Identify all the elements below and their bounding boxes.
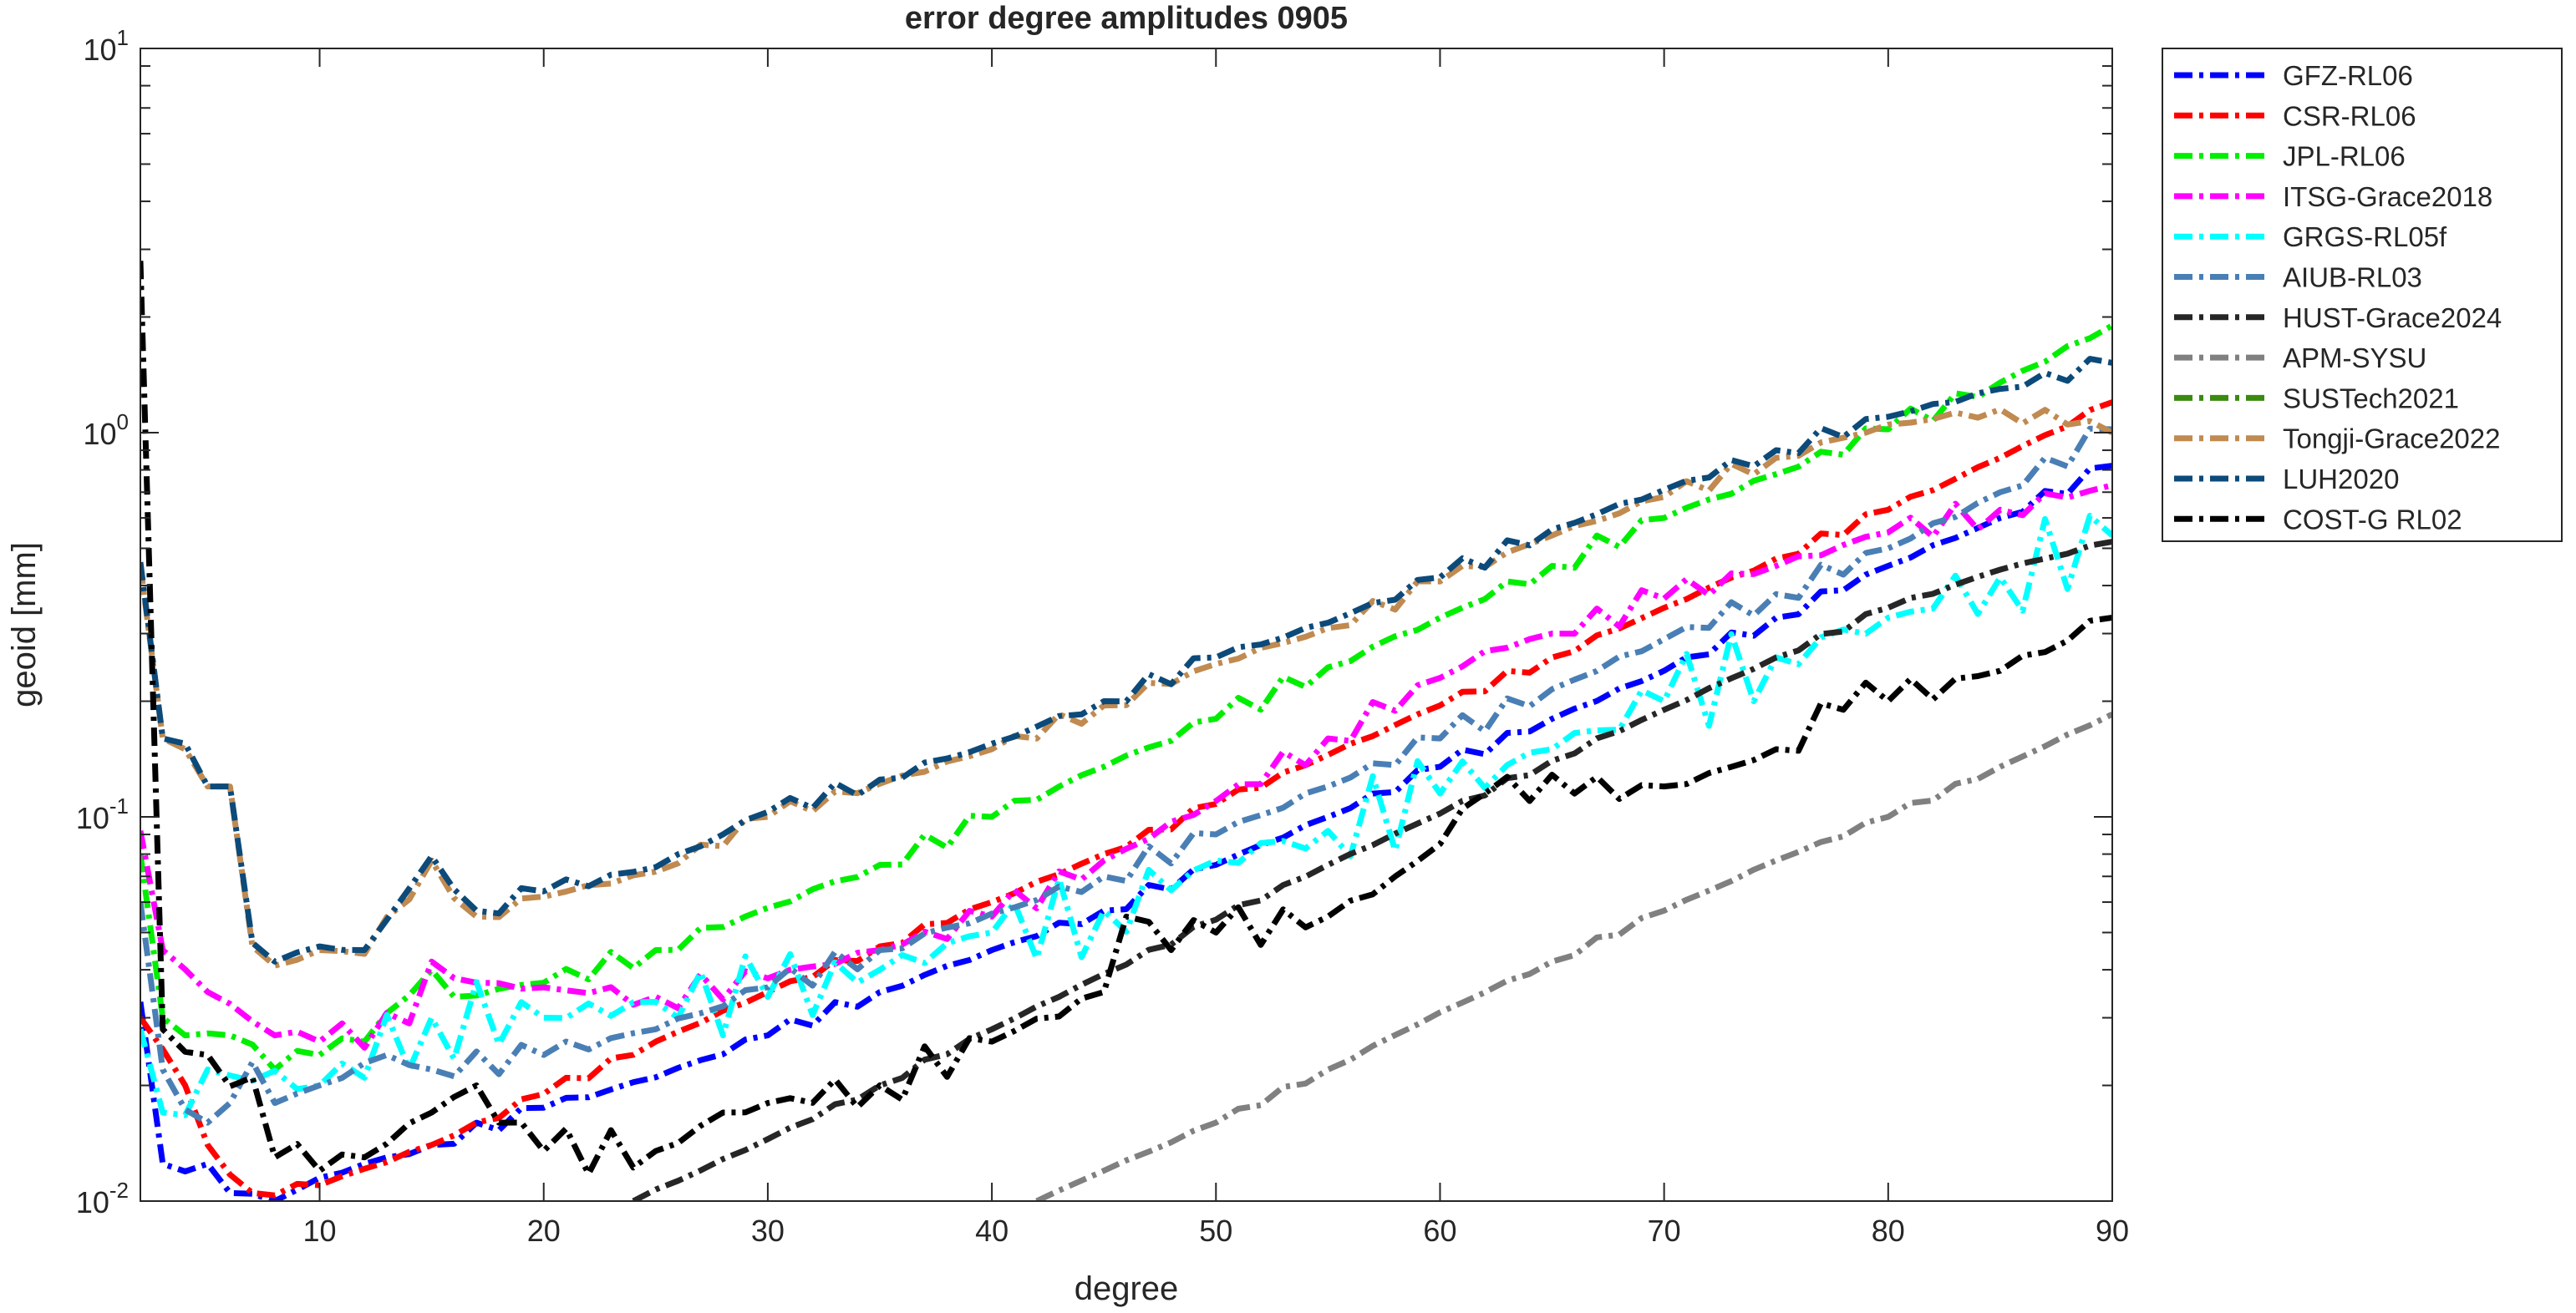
series-line [140,261,2112,1177]
legend-label: APM-SYSU [2283,342,2426,373]
y-tick-label: 100 [83,409,129,451]
legend-box [2162,48,2563,542]
series-line [140,482,2112,1051]
series-line [140,399,2112,1199]
y-tick-base: 10 [83,33,116,67]
series-line [140,513,2112,1118]
series-line [140,406,2112,969]
x-tick-label: 20 [527,1214,561,1248]
x-tick-label: 50 [1199,1214,1232,1248]
legend-label: JPL-RL06 [2283,141,2406,172]
y-tick-exponent: 1 [117,25,129,50]
series-line [140,322,2112,1072]
legend-label: GRGS-RL05f [2283,221,2447,252]
y-tick-exponent: -1 [109,793,129,819]
y-tick-label: 10-2 [76,1178,129,1219]
legend-label: LUH2020 [2283,464,2399,494]
y-tick-exponent: 0 [117,409,129,434]
x-tick-label: 10 [303,1214,337,1248]
legend-label: Tongji-Grace2022 [2283,423,2501,454]
series-line [632,539,2112,1201]
y-tick-base: 10 [76,1185,109,1219]
plot-area [140,48,2112,1201]
y-axis-label: geoid [mm] [6,542,43,707]
legend-label: ITSG-Grace2018 [2283,181,2492,212]
axes-box [140,48,2113,1202]
series-layer [140,261,2112,1201]
x-tick-label: 90 [2096,1214,2129,1248]
y-tick-exponent: -2 [109,1178,129,1203]
legend-label: COST-G RL02 [2283,504,2462,535]
chart-title: error degree amplitudes 0905 [905,1,1348,36]
series-line [1035,711,2112,1201]
x-tick-label: 70 [1648,1214,1681,1248]
legend-label: HUST-Grace2024 [2283,302,2502,333]
y-tick-base: 10 [83,417,116,451]
tick-layer [140,48,2113,1202]
x-axis-label: degree [1075,1270,1179,1307]
legend-label: AIUB-RL03 [2283,262,2422,293]
y-tick-label: 10-1 [76,793,129,835]
legend-label: CSR-RL06 [2283,100,2416,131]
x-tick-label: 40 [975,1214,1009,1248]
legend-label: GFZ-RL06 [2283,60,2413,91]
x-tick-label: 30 [751,1214,785,1248]
x-tick-label: 80 [1872,1214,1905,1248]
y-tick-label: 101 [83,25,129,67]
y-tick-base: 10 [76,801,109,835]
legend-label: SUSTech2021 [2283,383,2459,413]
x-tick-label: 60 [1423,1214,1456,1248]
series-line [140,425,2112,1126]
series-line [140,356,2112,965]
legend: GFZ-RL06 CSR-RL06 JPL-RL06 ITSG-Grace2018 GR… [2162,48,2563,542]
